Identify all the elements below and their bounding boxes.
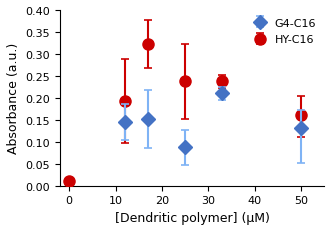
- Y-axis label: Absorbance (a.u.): Absorbance (a.u.): [7, 43, 20, 154]
- Legend: G4-C16, HY-C16: G4-C16, HY-C16: [247, 16, 318, 47]
- X-axis label: [Dendritic polymer] (μM): [Dendritic polymer] (μM): [115, 211, 269, 224]
